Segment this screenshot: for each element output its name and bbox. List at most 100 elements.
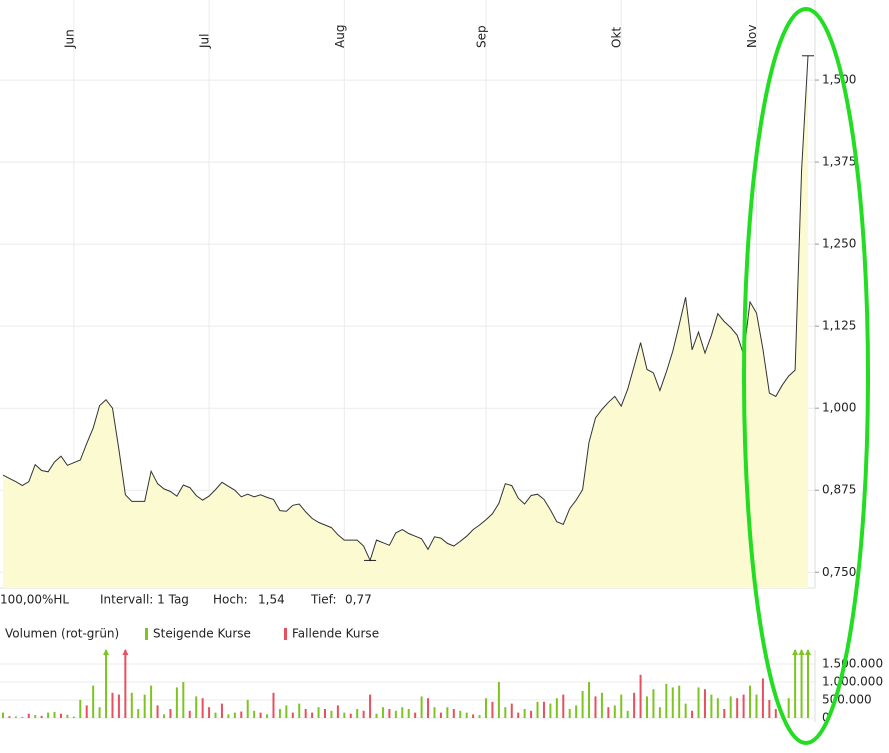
volume-bar (79, 700, 82, 718)
volume-bar (736, 698, 739, 718)
x-tick-label: Aug (333, 25, 347, 48)
volume-bar (169, 709, 172, 718)
volume-bar (66, 714, 69, 718)
volume-bar (497, 682, 500, 718)
volume-bar (343, 712, 346, 718)
volume-bar (658, 707, 661, 718)
x-tick-label: Okt (610, 27, 624, 48)
legend-label: Steigende Kurse (153, 627, 251, 641)
interval-label: Intervall: 1 Tag (100, 593, 189, 607)
volume-bar (21, 716, 24, 718)
price-line (2, 55, 809, 562)
volume-bar (755, 694, 758, 718)
volume-bar (807, 650, 809, 718)
volume-bar (349, 713, 352, 718)
volume-bar (59, 713, 62, 718)
volume-bar (703, 689, 706, 718)
volume-bar (697, 687, 700, 718)
volume-bar (530, 710, 533, 718)
volume-bar (588, 682, 591, 718)
volume-bar (369, 694, 372, 718)
volume-bar (98, 707, 101, 718)
volume-bar (671, 687, 674, 718)
x-tick-label: Jun (62, 29, 76, 49)
volume-bar (356, 709, 359, 718)
volume-bar (427, 698, 430, 718)
overflow-arrow (103, 649, 110, 655)
volume-bar (407, 709, 410, 718)
volume-bar (130, 692, 133, 718)
highlight-ellipse (742, 7, 870, 745)
volume-bar (105, 650, 108, 718)
volume-bar (220, 703, 223, 718)
volume-bar (761, 678, 764, 718)
volume-bar (549, 703, 552, 718)
volume-bar (156, 705, 159, 718)
volume-bar (459, 710, 462, 718)
volume-bar (201, 698, 204, 718)
volume-bar (568, 709, 571, 718)
volume-bar (124, 650, 127, 718)
volume-bar (72, 716, 75, 718)
volume-bar (188, 710, 191, 718)
overflow-arrow (792, 649, 799, 655)
volume-bar (324, 709, 326, 718)
overflow-arrow (798, 649, 805, 655)
volume-bar (111, 692, 114, 718)
volume-bar (646, 696, 648, 718)
volume-bar (768, 700, 771, 718)
volume-bar (214, 712, 217, 718)
high-value: 1,54 (258, 593, 285, 607)
volume-bar (285, 705, 288, 718)
volume-bar (246, 700, 249, 718)
y-tick-label: 1.000.000 (822, 675, 883, 689)
y-tick-label: 1,500 (822, 73, 856, 87)
volume-bar (787, 698, 790, 718)
volume-bar (85, 705, 88, 718)
legend-label: Fallende Kurse (292, 627, 379, 641)
x-tick-label: Jul (198, 34, 212, 49)
volume-bar (600, 692, 603, 718)
volume-bar (175, 687, 178, 718)
volume-bar (678, 685, 681, 718)
price-panel: Jun Jul Aug Sep Okt Nov 0,750 0,875 1,000 1,125 1,… (0, 0, 856, 589)
low-value: 0,77 (345, 593, 372, 607)
legend-swatch (284, 628, 287, 640)
volume-bar (510, 703, 513, 718)
volume-bar (620, 694, 623, 718)
volume-bar (14, 716, 17, 718)
volume-bar (420, 696, 423, 718)
volume-bar (517, 712, 520, 718)
x-tick-label: Nov (745, 25, 759, 48)
volume-title: Volumen (rot-grün) (5, 627, 119, 641)
volume-bar (182, 682, 185, 718)
volume-bars (2, 650, 809, 718)
overflow-arrow (805, 649, 811, 655)
volume-bar (536, 701, 539, 718)
volume-bar (439, 712, 442, 718)
volume-bar (562, 694, 565, 718)
x-tick-label: Sep (475, 25, 489, 48)
low-label: Tief: (310, 593, 337, 607)
high-label: Hoch: (213, 593, 248, 607)
legend-swatch (145, 628, 148, 640)
volume-bar (555, 698, 558, 718)
volume-bar (362, 710, 365, 718)
volume-bar (414, 712, 417, 718)
volume-bar (330, 710, 333, 718)
volume-bar (491, 701, 494, 718)
volume-bar (304, 709, 307, 718)
volume-bar (729, 696, 732, 718)
y-tick-label: 500.000 (822, 693, 872, 707)
y-tick-label: 1.500.000 (822, 657, 883, 671)
volume-bar (665, 683, 668, 718)
volume-bar (394, 710, 397, 718)
volume-bar (2, 712, 4, 718)
volume-bar (311, 712, 314, 718)
volume-bar (478, 715, 481, 718)
volume-bar (40, 715, 43, 718)
volume-bar (626, 710, 629, 718)
volume-bar (92, 685, 95, 718)
y-tick-label: 1,375 (822, 155, 856, 169)
